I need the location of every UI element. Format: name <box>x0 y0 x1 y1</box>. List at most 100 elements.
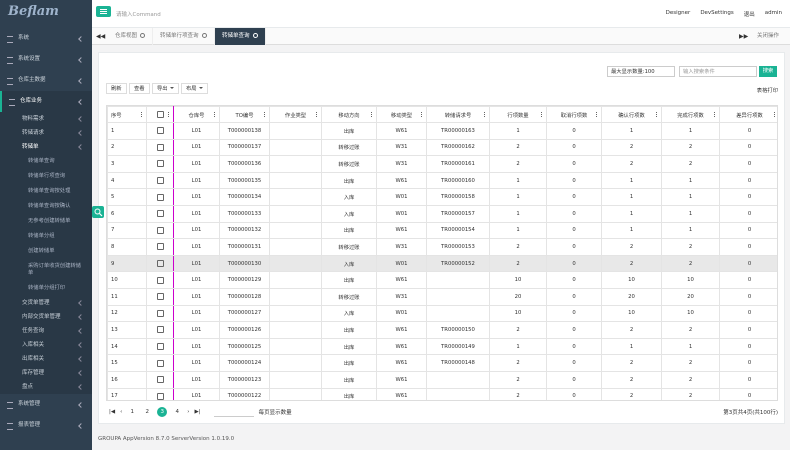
page-number[interactable]: 2 <box>145 409 150 415</box>
table-row[interactable]: 12 L01 T000000127 入库 W01 10 0 10 10 0 <box>107 304 777 323</box>
toolbar-button[interactable]: 刷新 <box>106 83 127 94</box>
submenu-item[interactable]: 入库相关 <box>0 338 92 352</box>
checkbox[interactable] <box>156 392 164 400</box>
menu-item[interactable]: 仓库主数据 <box>0 70 92 91</box>
submenu-item[interactable]: 出库相关 <box>0 352 92 366</box>
checkbox[interactable] <box>156 177 164 185</box>
page-last[interactable]: ▶| <box>194 409 201 415</box>
table-row[interactable]: 15 L01 T000000124 出库 W61 TR00000148 2 0 2 2 0 <box>107 354 777 372</box>
column-header[interactable]: TO编号 <box>219 106 270 123</box>
table-row[interactable]: 8 L01 T000000131 转移过账 W31 TR00000153 2 0 2 2 0 <box>107 238 777 256</box>
command-input[interactable]: 请输入Command <box>116 12 161 18</box>
checkbox[interactable] <box>156 376 164 384</box>
max-display-select[interactable]: 最大显示数量:100 <box>607 66 675 77</box>
table-row[interactable]: 10 L01 T000000129 出库 W61 10 0 10 10 0 <box>107 271 777 289</box>
submenu-leaf[interactable]: 转储单分组打印 <box>0 281 92 296</box>
submenu-leaf[interactable]: 转储单分组 <box>0 229 92 244</box>
close-tabs[interactable]: 关闭操作 <box>757 33 780 39</box>
column-header[interactable]: 取消行项数 <box>546 106 602 123</box>
tab[interactable]: 转储单行项查询 <box>153 28 215 45</box>
table-settings[interactable]: 表格打印 <box>756 88 778 94</box>
checkbox[interactable] <box>156 127 164 135</box>
column-header[interactable]: 移动类型 <box>376 106 427 123</box>
tab-prev[interactable]: ◀◀ <box>96 33 106 40</box>
table-row[interactable]: 6 L01 T000000133 入库 W01 TR00000157 1 0 1 1 0 <box>107 204 777 223</box>
column-header[interactable]: 转储请求号 <box>426 106 490 123</box>
checkbox[interactable] <box>156 226 164 234</box>
submenu-item[interactable]: 物料需求 <box>0 112 92 126</box>
submenu-leaf[interactable]: 采购订单收货创建转储单 <box>0 259 92 281</box>
checkbox[interactable] <box>156 276 164 284</box>
checkbox[interactable] <box>156 260 164 268</box>
table-row[interactable]: 17 L01 T000000122 出库 W61 2 0 2 2 0 <box>107 387 777 400</box>
column-header[interactable]: 确认行项数 <box>601 106 662 123</box>
menu-item[interactable]: 系统管理 <box>0 394 92 415</box>
toolbar-button[interactable]: 导出 <box>152 83 179 94</box>
submenu-leaf[interactable]: 转储单查询按处理 <box>0 184 92 199</box>
search-fab[interactable] <box>92 206 104 218</box>
checkbox[interactable] <box>156 293 164 301</box>
top-link[interactable]: 退出 <box>743 12 755 18</box>
page-number[interactable]: 1 <box>130 409 135 415</box>
table-row[interactable]: 14 L01 T000000125 出库 W61 TR00000149 1 0 1 1 0 <box>107 337 777 356</box>
submenu-item[interactable]: 内部交货单管理 <box>0 310 92 324</box>
table-row[interactable]: 3 L01 T000000136 转移过账 W31 TR00000161 2 0 2 2 0 <box>107 155 777 173</box>
column-header[interactable]: 序号 <box>107 106 147 123</box>
top-link[interactable]: admin <box>764 10 782 16</box>
table-row[interactable]: 13 L01 T000000126 出库 W61 TR00000150 2 0 2 2 0 <box>107 321 777 339</box>
submenu-item[interactable]: 转储请求 <box>0 126 92 140</box>
submenu-leaf[interactable]: 转储单查询按确认 <box>0 199 92 214</box>
submenu-item[interactable]: 任务查询 <box>0 324 92 338</box>
table-row[interactable]: 16 L01 T000000123 出库 W61 2 0 2 2 0 <box>107 370 777 389</box>
menu-item[interactable]: 仓库业务 <box>0 91 92 112</box>
column-header[interactable]: 仓库号 <box>173 106 220 123</box>
menu-item[interactable]: 报表管理 <box>0 415 92 436</box>
table-row[interactable]: 7 L01 T000000132 出库 W61 TR00000154 1 0 1 1 0 <box>107 221 777 240</box>
column-header[interactable]: 完成行项数 <box>661 106 720 123</box>
submenu-leaf[interactable]: 创建转储单 <box>0 244 92 259</box>
submenu-leaf[interactable]: 无参考创建转储单 <box>0 214 92 229</box>
checkbox[interactable] <box>156 326 164 334</box>
top-link[interactable]: DevSettings <box>700 10 734 16</box>
submenu-leaf[interactable]: 转储单查询 <box>0 154 92 169</box>
checkbox[interactable] <box>156 343 164 351</box>
menu-item[interactable]: 系统设置 <box>0 49 92 70</box>
checkbox[interactable] <box>156 111 164 118</box>
checkbox[interactable] <box>156 359 164 367</box>
table-row[interactable]: 11 L01 T000000128 转移过账 W31 20 0 20 20 0 <box>107 287 777 306</box>
page-next[interactable]: › <box>187 409 190 415</box>
table-row[interactable]: 9 L01 T000000130 入库 W01 TR00000152 2 0 2 2 0 <box>107 254 777 273</box>
checkbox[interactable] <box>156 193 164 201</box>
column-header[interactable]: 差异行项数 <box>719 106 777 123</box>
submenu-item[interactable]: 转储单 <box>0 140 92 154</box>
submenu-item[interactable]: 交货单管理 <box>0 296 92 310</box>
column-header[interactable]: 移动方向 <box>321 106 377 123</box>
search-input[interactable]: 输入搜索条件 <box>679 66 757 77</box>
top-link[interactable]: Designer <box>665 10 691 16</box>
column-header[interactable]: 行项数量 <box>489 106 547 123</box>
page-size-select[interactable] <box>213 408 254 417</box>
page-number[interactable]: 4 <box>175 409 180 415</box>
table-row[interactable]: 2 L01 T000000137 转移过账 W31 TR00000162 2 0 2 2 0 <box>107 138 777 157</box>
toolbar-button[interactable]: 查看 <box>129 83 150 94</box>
checkbox[interactable] <box>156 309 164 317</box>
toolbar-button[interactable]: 布局 <box>181 83 208 94</box>
table-row[interactable]: 4 L01 T000000135 出库 W61 TR00000160 1 0 1 1 0 <box>107 171 777 190</box>
checkbox[interactable] <box>156 243 164 251</box>
page-prev[interactable]: ‹ <box>120 409 123 415</box>
tab[interactable]: 转储单查询 <box>215 28 266 45</box>
table-row[interactable]: 1 L01 T000000138 出库 W61 TR00000163 1 0 1 1 0 <box>107 122 777 140</box>
page-number[interactable]: 3 <box>157 407 168 417</box>
submenu-leaf[interactable]: 转储单行项查询 <box>0 169 92 184</box>
search-button[interactable]: 搜索 <box>759 66 777 77</box>
submenu-item[interactable]: 库存管理 <box>0 366 92 380</box>
menu-toggle[interactable] <box>96 6 111 17</box>
tab[interactable]: 仓库视图 <box>108 28 154 45</box>
column-header[interactable]: 作业类型 <box>269 106 322 123</box>
table-row[interactable]: 5 L01 T000000134 入库 W01 TR00000158 1 0 1 1 0 <box>107 188 777 206</box>
tab-next[interactable]: ▶▶ <box>739 33 749 40</box>
checkbox[interactable] <box>156 143 164 151</box>
submenu-item[interactable]: 盘点 <box>0 380 92 394</box>
checkbox[interactable] <box>156 160 164 168</box>
checkbox[interactable] <box>156 210 164 218</box>
